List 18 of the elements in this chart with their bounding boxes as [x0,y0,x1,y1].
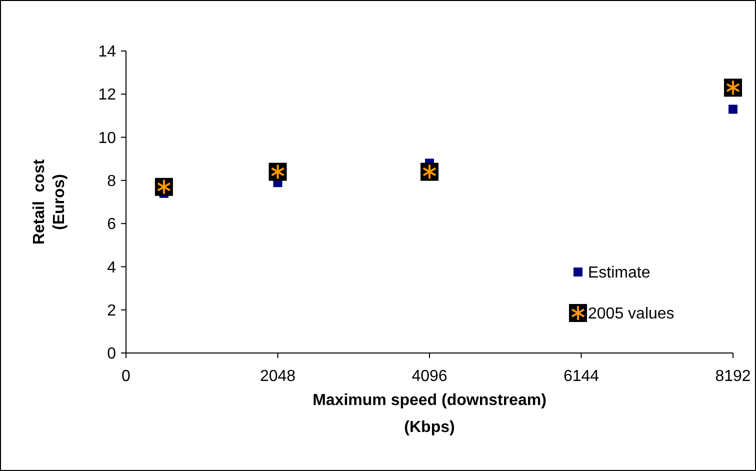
y-tick-label: 4 [107,259,116,276]
y-tick-label: 8 [107,173,116,190]
y-tick-label: 6 [107,216,116,234]
x-tick-label: 0 [122,368,131,385]
point [728,104,738,114]
x-tick-label: 8192 [715,368,751,385]
legend-label: Estimate [588,264,650,282]
legend-label: 2005 values [588,306,674,323]
x-tick-label: 4096 [412,368,448,385]
y-tick-label: 14 [98,44,116,61]
y-axis-title: Retail cost (Euros) [31,158,68,245]
x-tick-label: 2048 [260,368,296,385]
y-tick-label: 10 [98,130,116,147]
x-axis-title: Maximum speed (downstream) (Kbps) [312,392,546,436]
y-tick-label: 0 [107,346,116,363]
y-tick-label: 12 [98,86,116,104]
y-tick-label: 2 [107,302,116,320]
x-tick-label: 6144 [563,368,600,385]
